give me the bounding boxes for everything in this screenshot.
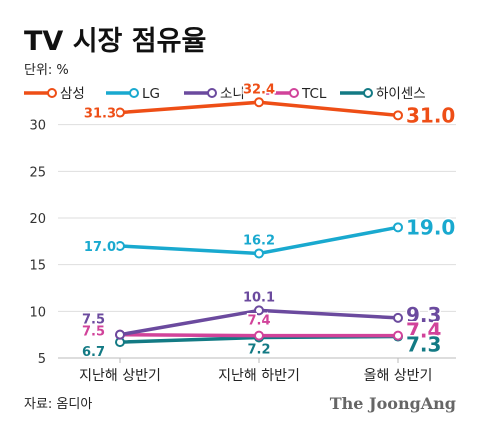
y-tick-label: 30 [29,119,46,134]
data-point [115,241,125,251]
data-point [254,248,264,259]
data-label: 6.7 [82,345,105,360]
y-tick-label: 10 [29,305,46,320]
data-label: 7.5 [82,313,105,328]
data-label: 10.1 [243,290,275,305]
data-label: 31.3 [84,107,116,122]
y-tick-label: 25 [29,165,46,180]
x-axis-ticks: 지난해 상반기 지난해 하반기 올해 상반기 [79,358,432,384]
labels-series-1: 31.3 32.4 31.0 [82,81,456,129]
data-label: 9.3 [406,303,441,327]
legend-swatch-marker [207,88,217,98]
series-1 [115,97,403,121]
unit-label: 단위: % [24,63,69,78]
data-label: 16.2 [243,233,275,248]
legend: 삼성 LG 소니 TCL 하이센스 [24,86,426,102]
data-label: 7.3 [406,333,441,357]
legend-swatch-marker [289,88,299,98]
legend-label: 하이센스 [376,86,426,102]
data-point [115,329,125,340]
x-tick-label: 지난해 하반기 [218,368,300,384]
labels-series-4: 7.5 7.4 7.4 [80,312,442,344]
x-tick-label: 지난해 상반기 [79,368,161,384]
data-label: 19.0 [406,215,455,239]
series-2 [115,222,403,259]
data-point [393,330,403,341]
labels-series-2: 17.0 16.2 19.0 [82,214,456,257]
legend-label: 소니 [220,86,245,102]
labels-series-5: 6.7 7.2 7.3 [80,331,442,362]
data-point [393,110,403,121]
data-label: 31.0 [406,103,455,127]
data-point [393,312,403,323]
data-point [254,305,264,316]
legend-label: 삼성 [60,86,85,102]
data-label: 7.4 [247,314,270,329]
labels-series-3: 7.5 10.1 9.3 [80,289,442,329]
series-group: 31.3 32.4 31.0 17.0 16.2 19.0 7.5 10.1 9.3 7.5 7.4… [80,81,456,362]
y-tick-label: 15 [29,259,46,274]
data-point [393,222,403,233]
data-label: 32.4 [243,82,275,97]
legend-swatch-marker [363,88,373,98]
data-label: 7.2 [247,342,270,357]
legend-label: TCL [301,86,327,102]
y-tick-label: 20 [29,212,46,227]
data-point [254,97,264,108]
legend-swatch-marker [129,88,139,98]
source-label: 자료: 옴디아 [24,397,92,412]
data-point [115,107,125,118]
data-label: 7.4 [406,319,441,343]
data-label: 7.5 [82,325,105,340]
data-point [254,330,264,341]
chart-title: TV 시장 점유율 [24,26,206,57]
legend-label: LG [142,86,160,102]
series-3 [115,305,403,340]
y-tick-label: 5 [38,352,46,367]
brand-logo: The JoongAng [330,394,456,413]
y-axis-ticks: 5 10 15 20 25 30 [29,119,46,367]
x-tick-label: 올해 상반기 [364,368,433,384]
legend-swatch-marker [47,88,57,98]
data-label: 17.0 [84,240,116,255]
